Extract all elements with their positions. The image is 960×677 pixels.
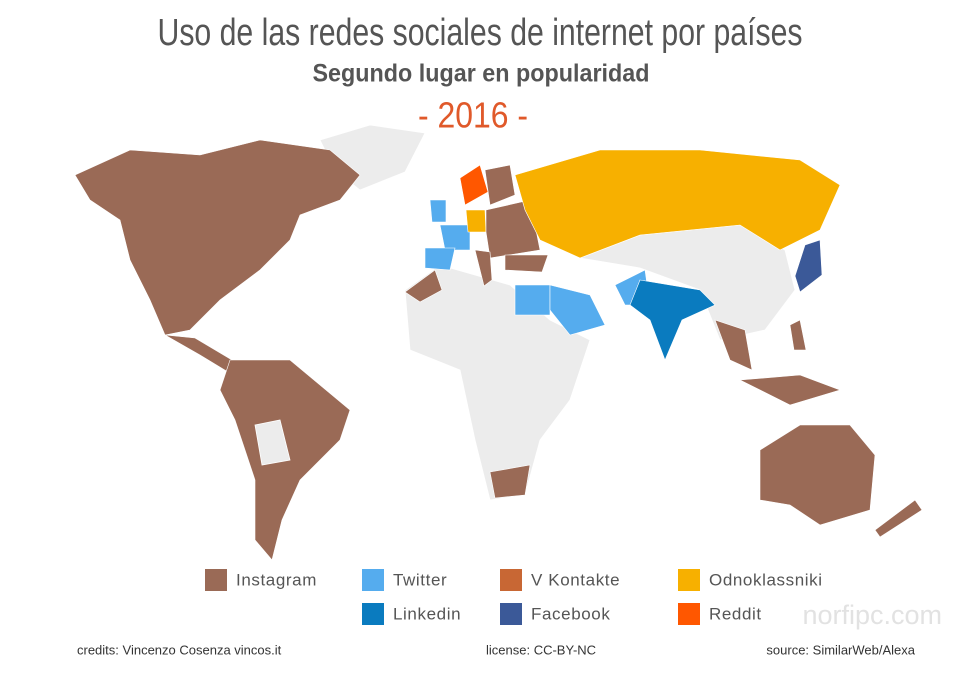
legend-label: Odnoklassniki <box>709 570 823 589</box>
new-zealand <box>874 499 923 538</box>
title: Uso de las redes sociales de internet po… <box>158 12 803 54</box>
southeast-asia <box>714 319 753 371</box>
uk <box>429 199 447 223</box>
legend-label: Twitter <box>393 570 447 589</box>
germany <box>465 209 487 233</box>
legend-label: Facebook <box>531 604 610 623</box>
central-america <box>164 334 233 373</box>
legend-swatch <box>678 569 700 591</box>
watermark: norfipc.com <box>802 600 942 630</box>
legend-swatch <box>362 569 384 591</box>
indonesia <box>738 374 841 406</box>
bolivia-grey <box>254 419 291 466</box>
legend-swatch <box>205 569 227 591</box>
legend-swatch <box>362 603 384 625</box>
legend-label: Linkedin <box>393 604 461 623</box>
iberia <box>424 247 456 271</box>
india <box>629 279 716 361</box>
legend-label: V Kontakte <box>531 570 620 589</box>
legend-swatch <box>500 603 522 625</box>
australia <box>759 424 876 526</box>
morocco <box>404 269 443 303</box>
license: license: CC-BY-NC <box>486 642 596 657</box>
saudi-arabia <box>549 284 606 336</box>
norway <box>459 164 489 206</box>
japan <box>794 239 823 293</box>
turkey <box>504 254 549 273</box>
legend-label: Reddit <box>709 604 762 623</box>
egypt <box>514 284 551 316</box>
legend-swatch <box>678 603 700 625</box>
russia <box>514 149 841 259</box>
legend-swatch <box>500 569 522 591</box>
africa <box>404 264 591 501</box>
year: - 2016 - <box>418 95 528 136</box>
italy <box>474 249 493 287</box>
nordics <box>484 164 516 206</box>
source: source: SimilarWeb/Alexa <box>766 642 915 657</box>
credits: credits: Vincenzo Cosenza vincos.it <box>77 642 282 657</box>
north-america <box>74 139 361 336</box>
world-map <box>74 124 923 561</box>
france <box>439 224 471 251</box>
philippines <box>789 319 807 351</box>
subtitle: Segundo lugar en popularidad <box>313 60 650 88</box>
legend-label: Instagram <box>236 570 317 589</box>
legend: Instagram Twitter V Kontakte Odnoklassniki L… <box>205 569 823 625</box>
south-africa <box>489 464 531 499</box>
